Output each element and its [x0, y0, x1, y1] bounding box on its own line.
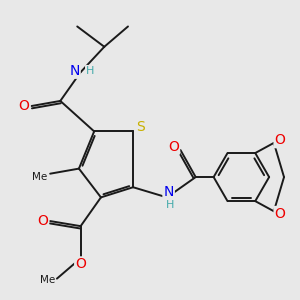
Text: N: N — [164, 184, 174, 199]
Text: Me: Me — [40, 275, 55, 285]
Text: O: O — [75, 257, 86, 272]
Text: H: H — [165, 200, 174, 210]
Text: N: N — [69, 64, 80, 78]
Text: Me: Me — [32, 172, 48, 182]
Text: O: O — [274, 207, 285, 221]
Text: O: O — [168, 140, 179, 154]
Text: O: O — [274, 133, 285, 147]
Text: O: O — [37, 214, 48, 228]
Text: S: S — [136, 120, 145, 134]
Text: O: O — [19, 99, 29, 113]
Text: H: H — [86, 66, 94, 76]
